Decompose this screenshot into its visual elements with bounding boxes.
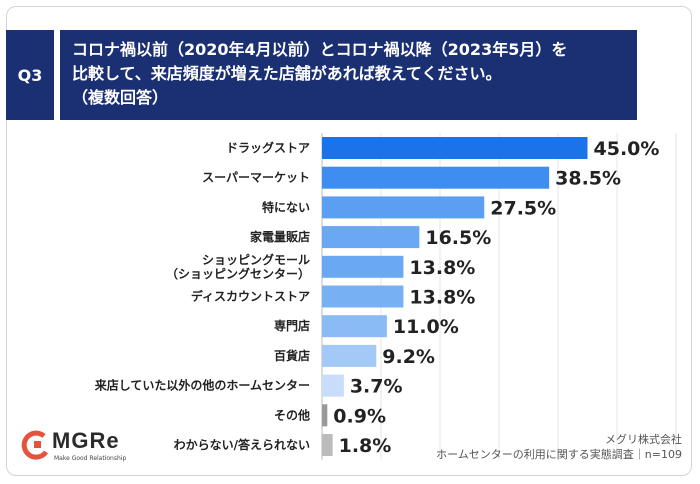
bar xyxy=(322,255,404,278)
source-company: メグリ株式会社 xyxy=(605,433,682,446)
bar xyxy=(322,137,588,159)
value-label: 45.0% xyxy=(594,138,660,160)
bar xyxy=(322,166,550,189)
bar xyxy=(322,285,404,308)
question-line: コロナ禍以前（2020年4月以前）とコロナ禍以降（2023年5月）を xyxy=(72,40,568,59)
value-label: 38.5% xyxy=(555,168,621,190)
brand-logo: MGRe Make Good Relationship xyxy=(20,428,170,464)
category-label: （ショッピングセンター） xyxy=(166,266,310,281)
category-label: 百貨店 xyxy=(274,348,310,363)
value-label: 1.8% xyxy=(339,435,392,457)
value-label: 9.2% xyxy=(382,346,435,368)
question-badge: Q3 xyxy=(6,30,54,120)
bar xyxy=(322,374,344,397)
value-labels: 45.0% 38.5% 27.5% 16.5% 13.8% 13.8% 11.0% 9.2% 3… xyxy=(333,138,659,457)
question-box: コロナ禍以前（2020年4月以前）とコロナ禍以降（2023年5月）を 比較して、… xyxy=(60,30,637,120)
source-survey: ホームセンターの利用に関する実態調査｜n=109 xyxy=(436,448,682,461)
value-label: 3.7% xyxy=(350,376,403,398)
bar xyxy=(322,404,328,427)
category-label: ディスカウントストア xyxy=(191,289,310,304)
value-label: 13.8% xyxy=(409,257,475,279)
question-line: （複数回答） xyxy=(72,88,169,107)
question-number: Q3 xyxy=(17,65,43,85)
category-label: 専門店 xyxy=(274,318,310,333)
source-note: メグリ株式会社 ホームセンターの利用に関する実態調査｜n=109 xyxy=(436,432,682,462)
bar xyxy=(322,315,387,338)
category-label: その他 xyxy=(274,407,310,422)
value-label: 0.9% xyxy=(333,405,386,427)
category-label: ドラッグストア xyxy=(226,140,310,155)
bar xyxy=(322,434,333,456)
value-label: 16.5% xyxy=(425,227,491,249)
logo-wordmark: MGRe xyxy=(52,428,120,453)
value-label: 27.5% xyxy=(490,197,556,219)
category-label: ショッピングモール xyxy=(202,252,310,267)
logo-tagline: Make Good Relationship xyxy=(54,455,127,462)
bars xyxy=(322,137,588,456)
value-label: 13.8% xyxy=(409,287,475,309)
bar xyxy=(322,344,377,367)
mgre-logo-icon xyxy=(21,430,49,460)
bar xyxy=(322,226,420,249)
category-label: わからない/答えられない xyxy=(174,437,310,452)
question-line: 比較して、来店頻度が増えた店舗があれば教えてください。 xyxy=(72,64,502,83)
category-label: 来店していた以外の他のホームセンター xyxy=(94,378,310,393)
bar xyxy=(322,196,485,219)
category-labels: ドラッグストアスーパーマーケット特にない家電量販店ショッピングモール（ショッピン… xyxy=(94,140,310,452)
category-label: 家電量販店 xyxy=(250,229,310,244)
value-label: 11.0% xyxy=(393,316,459,338)
category-label: 特にない xyxy=(262,199,310,214)
category-label: スーパーマーケット xyxy=(202,171,310,185)
